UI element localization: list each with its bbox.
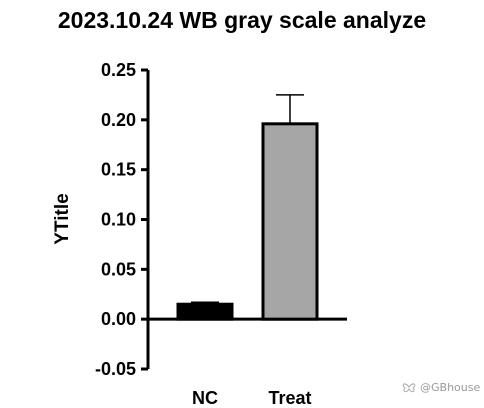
y-tick-label: 0.20 <box>101 110 136 130</box>
chart-title: 2023.10.24 WB gray scale analyze <box>58 7 426 33</box>
watermark: @GBhouse <box>402 381 480 394</box>
y-tick-label: 0.10 <box>101 210 136 230</box>
y-tick-label: -0.05 <box>95 359 136 379</box>
x-tick-label: Treat <box>268 388 311 408</box>
watermark-text: @GBhouse <box>420 381 480 394</box>
x-tick-label: NC <box>192 388 218 408</box>
plot-area: -0.05 0.00 0.05 0.10 0.15 0.20 0.25 NC Treat <box>95 60 347 408</box>
y-tick-label: 0.15 <box>101 160 136 180</box>
y-axis-title: YTitle <box>52 193 73 244</box>
butterfly-icon <box>402 383 416 393</box>
bar-nc <box>176 302 234 321</box>
bar-treat <box>261 122 319 321</box>
y-tick-label: 0.05 <box>101 259 136 279</box>
y-tick-label: 0.25 <box>101 60 136 80</box>
y-tick-label: 0.00 <box>101 309 136 329</box>
